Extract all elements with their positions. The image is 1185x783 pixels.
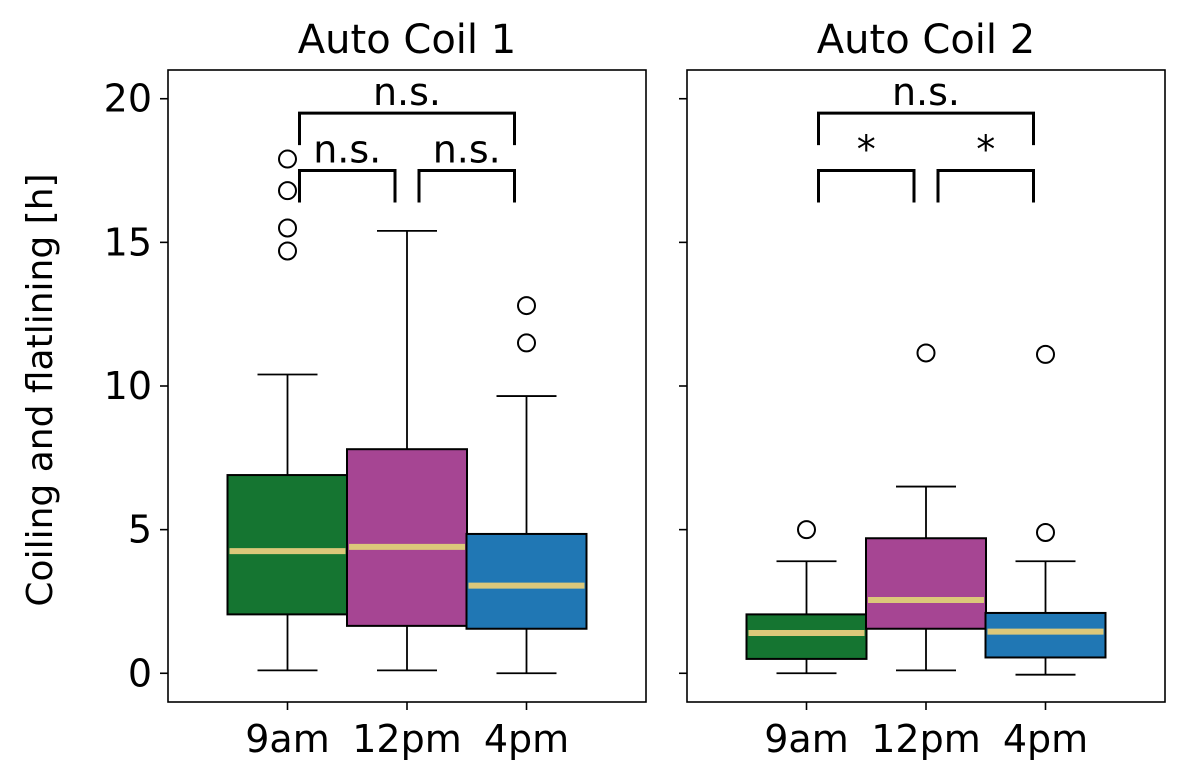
- x-tick-label: 4pm: [1003, 717, 1088, 761]
- significance-bracket: [417, 169, 516, 203]
- outlier-point: [517, 333, 536, 353]
- panel-title: Auto Coil 1: [298, 17, 516, 63]
- box-12pm: [865, 537, 987, 630]
- plot-frame: [167, 69, 647, 703]
- significance-bracket: [936, 169, 1035, 203]
- significance-bracket: [298, 111, 516, 146]
- outlier-point: [517, 296, 536, 316]
- x-tick-label: 12pm: [352, 717, 462, 761]
- significance-bracket: [817, 111, 1035, 146]
- plot-frame: [686, 69, 1166, 703]
- outlier-point: [278, 241, 297, 261]
- significance-bracket: [298, 169, 397, 203]
- y-axis-label: Coiling and flatlining [h]: [20, 173, 61, 606]
- significance-label: n.s.: [313, 128, 381, 172]
- panel-title: Auto Coil 2: [817, 17, 1035, 63]
- outlier-point: [278, 181, 297, 201]
- box-4pm: [984, 611, 1107, 659]
- box-9am: [745, 613, 868, 660]
- outlier-point: [1036, 523, 1055, 543]
- y-tick-label: 5: [128, 508, 152, 552]
- significance-label: n.s.: [892, 70, 960, 114]
- x-tick-label: 9am: [245, 717, 329, 761]
- outlier-point: [797, 520, 816, 540]
- outlier-point: [1036, 344, 1055, 364]
- box-4pm: [465, 532, 588, 630]
- x-tick-label: 12pm: [871, 717, 981, 761]
- outlier-point: [916, 343, 936, 363]
- x-tick-label: 9am: [764, 717, 848, 761]
- significance-label: n.s.: [373, 70, 441, 114]
- significance-bracket: [817, 169, 916, 203]
- significance-label: *: [976, 128, 995, 172]
- y-tick-label: 15: [104, 220, 152, 264]
- y-tick-label: 20: [104, 77, 152, 121]
- y-tick-label: 0: [128, 651, 152, 695]
- y-tick-label: 10: [104, 364, 152, 408]
- outlier-point: [278, 218, 297, 238]
- x-tick-label: 4pm: [484, 717, 569, 761]
- significance-label: *: [857, 128, 876, 172]
- significance-label: n.s.: [433, 128, 501, 172]
- box-12pm: [346, 448, 468, 627]
- outlier-point: [278, 149, 297, 169]
- panel-auto-coil-1: Auto Coil 1 0 5 10 15 20 9am 12pm 4pm n.s. n.s. n.s…: [104, 17, 647, 761]
- panel-auto-coil-2: Auto Coil 2 9am 12pm 4pm * * n.s.: [679, 17, 1166, 761]
- box-9am: [226, 474, 349, 616]
